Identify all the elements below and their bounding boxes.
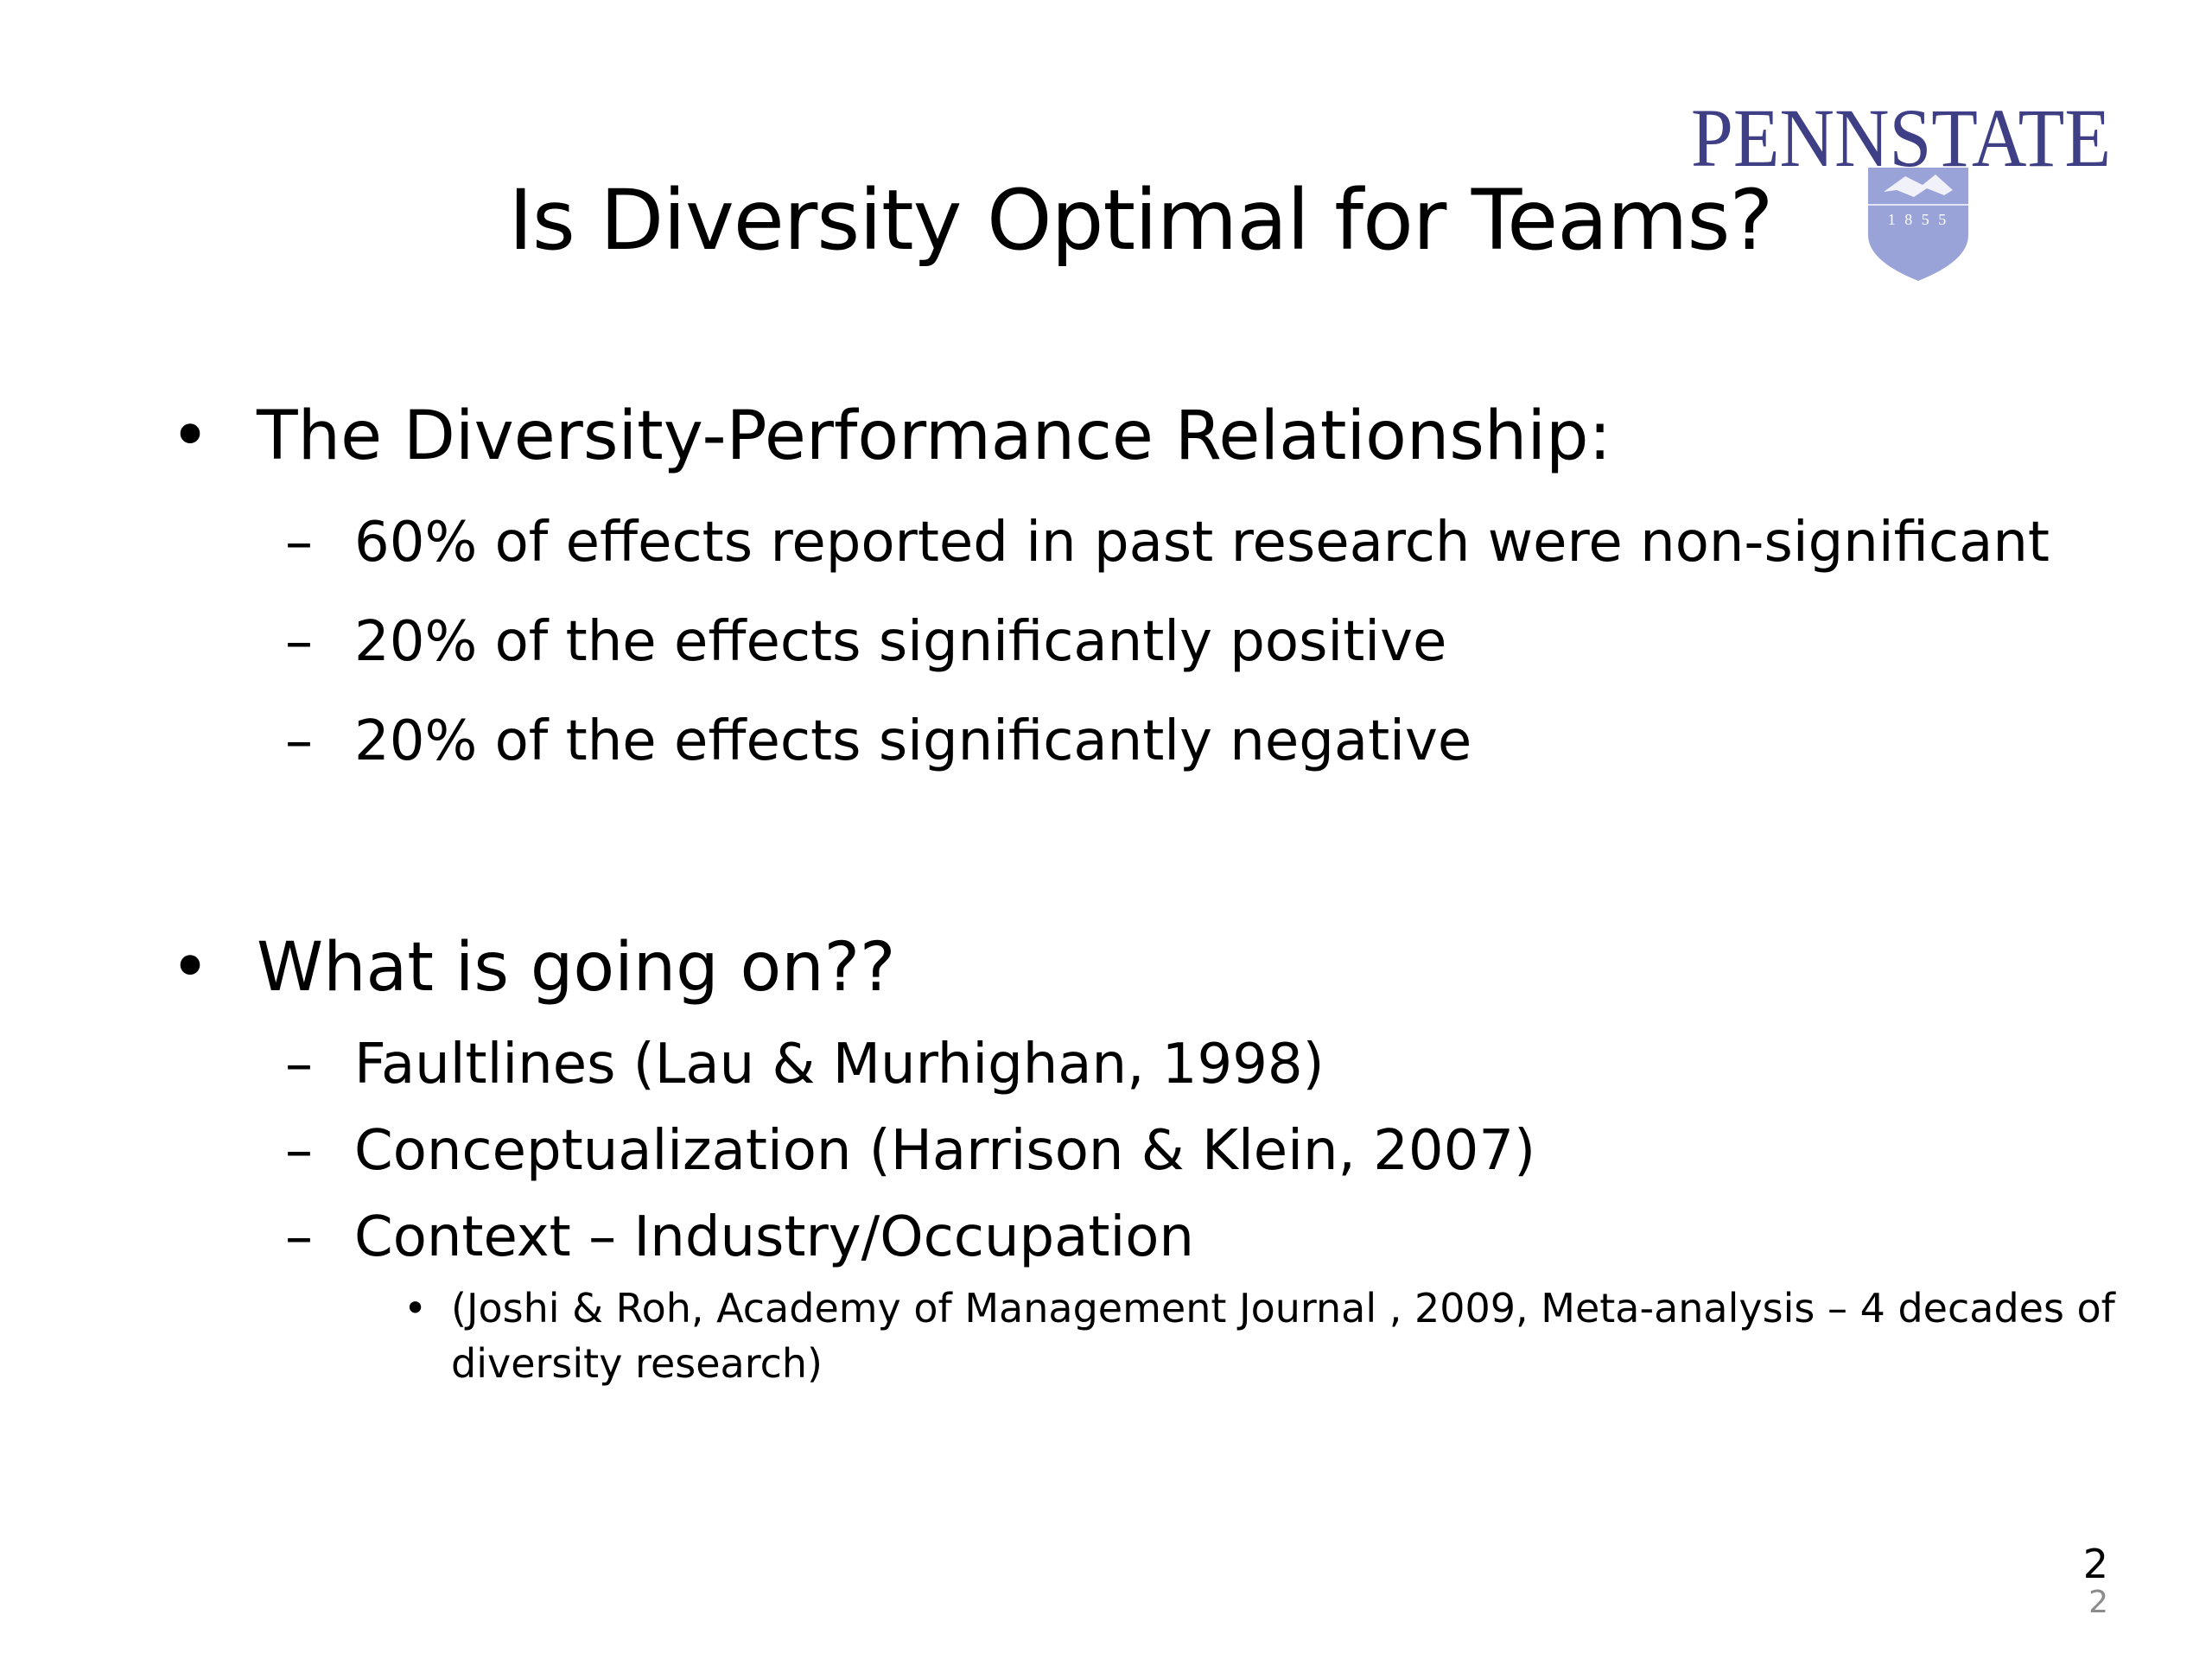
- bullet-marker: •: [170, 397, 211, 475]
- bullet-marker: •: [404, 1285, 428, 1332]
- dash-marker: –: [285, 1119, 313, 1183]
- dash-marker: –: [285, 610, 313, 674]
- logo-text: PENNSTATE: [1691, 92, 2111, 181]
- page-number: 2: [2082, 1541, 2108, 1587]
- list-item: – 60% of effects reported in past resear…: [285, 504, 2050, 582]
- list-item: – Conceptualization (Harrison & Klein, 2…: [285, 1112, 1536, 1190]
- slide-title: Is Diversity Optimal for Teams?: [508, 172, 1774, 269]
- logo-year: 1 8 5 5: [1888, 211, 1949, 228]
- dash-marker: –: [285, 1033, 313, 1096]
- bullet-marker: •: [170, 929, 211, 1007]
- list-item-text: Faultlines (Lau & Murhighan, 1998): [354, 1033, 1325, 1096]
- page-number-secondary: 2: [2088, 1585, 2108, 1620]
- list-item-text: 20% of the effects significantly positiv…: [354, 610, 1447, 674]
- dash-marker: –: [285, 709, 313, 773]
- list-item-text: 20% of the effects significantly negativ…: [354, 709, 1472, 773]
- pennstate-logo: PENNSTATE 1 8 5 5: [1685, 86, 2117, 285]
- section-heading: The Diversity-Performance Relationship:: [257, 397, 1611, 475]
- dash-marker: –: [285, 511, 313, 575]
- section-heading: What is going on??: [257, 929, 896, 1007]
- bullet-heading: • What is going on??: [170, 925, 896, 1011]
- pennstate-wordmark: PENNSTATE: [1691, 92, 2111, 181]
- shield-icon: 1 8 5 5: [1868, 168, 1968, 281]
- list-item-text: Context – Industry/Occupation: [354, 1205, 1194, 1269]
- sub-list-item: • (Joshi & Roh, Academy of Management Jo…: [404, 1281, 2115, 1391]
- list-item: – Faultlines (Lau & Murhighan, 1998): [285, 1026, 1325, 1103]
- bullet-heading: • The Diversity-Performance Relationship…: [170, 393, 1611, 480]
- dash-marker: –: [285, 1205, 313, 1269]
- list-item: – 20% of the effects significantly posit…: [285, 603, 1447, 681]
- citation-line: (Joshi & Roh, Academy of Management Jour…: [451, 1285, 2115, 1332]
- list-item: – Context – Industry/Occupation: [285, 1198, 1194, 1276]
- list-item: – 20% of the effects significantly negat…: [285, 702, 1472, 780]
- citation-line: diversity research): [451, 1340, 823, 1387]
- list-item-text: Conceptualization (Harrison & Klein, 200…: [354, 1119, 1536, 1183]
- list-item-text: 60% of effects reported in past research…: [354, 511, 2050, 575]
